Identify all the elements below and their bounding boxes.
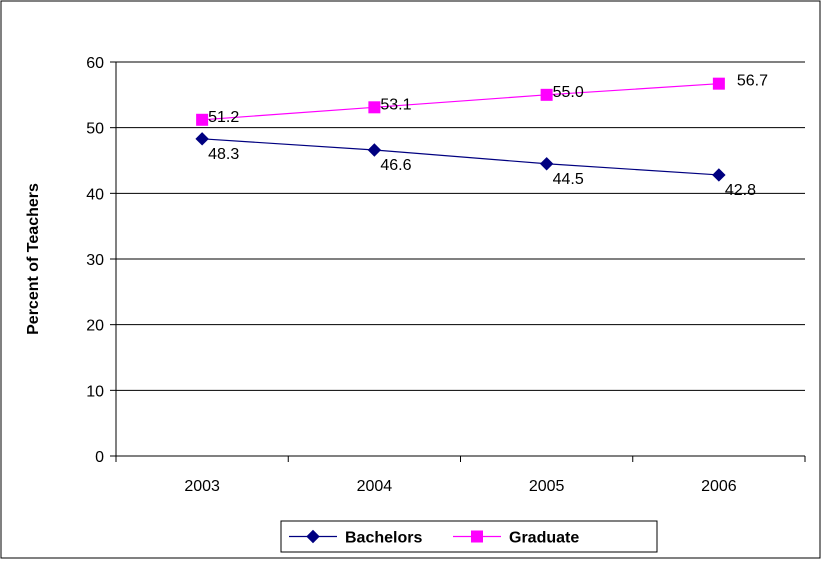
data-point-bachelors xyxy=(367,143,382,157)
y-tick-label: 10 xyxy=(86,383,104,400)
data-label-graduate: 53.1 xyxy=(380,96,411,113)
data-label-bachelors: 44.5 xyxy=(553,171,584,188)
series-graduate: 51.2 53.1 55.0 56.7 xyxy=(196,73,768,126)
legend-label-graduate: Graduate xyxy=(509,530,579,547)
y-tick-label: 20 xyxy=(86,318,104,335)
legend-marker-bachelors xyxy=(306,529,320,544)
data-label-bachelors: 48.3 xyxy=(208,146,239,163)
series-line-graduate xyxy=(202,83,719,121)
data-point-graduate xyxy=(540,88,553,101)
y-tick-label: 40 xyxy=(86,186,104,203)
data-label-bachelors: 46.6 xyxy=(380,157,411,174)
x-tick-label: 2003 xyxy=(184,478,220,495)
data-point-graduate xyxy=(712,77,725,90)
data-label-graduate: 56.7 xyxy=(737,73,768,90)
y-tick-label: 30 xyxy=(86,252,104,269)
data-label-graduate: 55.0 xyxy=(553,84,584,101)
axes: 0 10 20 30 40 50 60 2003 2004 2005 2006 xyxy=(86,55,806,495)
y-tick-label: 60 xyxy=(86,55,104,72)
data-point-bachelors xyxy=(712,168,726,182)
y-axis-label: Percent of Teachers xyxy=(25,183,42,335)
legend: Bachelors Graduate xyxy=(280,520,658,553)
x-tick-label: 2006 xyxy=(701,478,737,495)
x-tick-label: 2004 xyxy=(357,478,393,495)
legend-marker-graduate xyxy=(471,530,483,543)
data-point-graduate xyxy=(196,113,209,126)
legend-label-bachelors: Bachelors xyxy=(345,530,422,547)
y-tick-label: 50 xyxy=(86,121,104,138)
series-layer: 48.3 46.6 44.5 42.8 51.2 53.1 55.0 56.7 xyxy=(195,73,768,199)
x-tick-label: 2005 xyxy=(529,478,565,495)
data-point-graduate xyxy=(368,101,381,114)
gridlines xyxy=(116,61,805,391)
data-point-bachelors xyxy=(539,157,554,171)
data-point-bachelors xyxy=(195,132,209,146)
data-label-bachelors: 42.8 xyxy=(725,182,756,199)
data-label-graduate: 51.2 xyxy=(208,109,239,126)
series-line-bachelors xyxy=(202,138,719,176)
y-tick-label: 0 xyxy=(95,449,104,466)
series-bachelors: 48.3 46.6 44.5 42.8 xyxy=(195,132,756,199)
